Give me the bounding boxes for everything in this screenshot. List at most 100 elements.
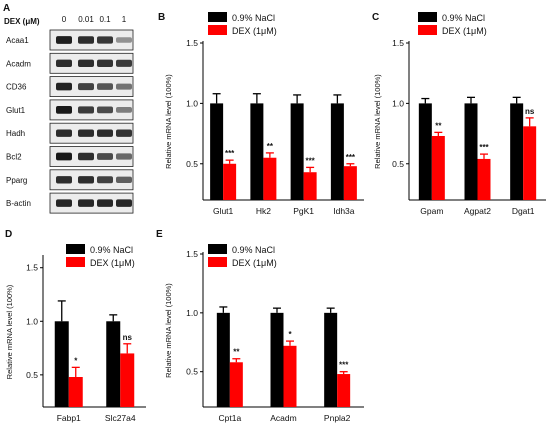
blot-band <box>116 59 132 67</box>
blot-band <box>97 129 113 137</box>
bar <box>263 157 277 200</box>
blot-band <box>97 106 113 114</box>
significance-marker: *** <box>225 149 235 158</box>
y-tick-label: 0.5 <box>186 159 198 169</box>
blot-band <box>97 59 113 67</box>
blot-band <box>78 176 94 184</box>
blot-band <box>56 59 72 67</box>
blot-band <box>116 83 132 90</box>
blot-row-label: Bcl2 <box>6 153 22 162</box>
blot-band <box>78 199 94 207</box>
panel-a-letter: A <box>3 3 10 14</box>
blot-band <box>97 153 113 160</box>
blot-band <box>97 176 113 184</box>
blot-row-label: Hadh <box>6 129 25 138</box>
y-axis-label: Relative mRNA level (100%) <box>373 74 382 169</box>
bar <box>223 163 237 200</box>
legend-label: DEX (1μM) <box>442 26 487 36</box>
bar <box>431 135 445 200</box>
y-tick-label: 1.0 <box>392 98 404 108</box>
blot-band <box>116 153 132 160</box>
significance-marker: *** <box>339 361 349 370</box>
bar <box>418 103 432 200</box>
panel-letter: B <box>158 12 165 23</box>
category-label: PgK1 <box>293 206 314 216</box>
blot-band <box>56 129 72 137</box>
legend-swatch <box>208 12 227 22</box>
category-label: Cpt1a <box>218 413 241 423</box>
significance-marker: *** <box>305 156 315 165</box>
significance-marker: *** <box>479 143 489 152</box>
blot-band <box>56 176 72 184</box>
legend-swatch <box>208 244 227 254</box>
bar <box>477 158 491 200</box>
category-label: Agpat2 <box>464 206 491 216</box>
category-label: Dgat1 <box>512 206 535 216</box>
category-label: Idh3a <box>333 206 355 216</box>
y-axis-label: Relative mRNA level (100%) <box>5 284 14 379</box>
category-label: Hk2 <box>256 206 271 216</box>
panel-b-chart: B 0.5 1.0 1.5 Relative mRNA level (100%) 0.9%… <box>158 12 364 216</box>
bar <box>106 321 121 407</box>
panel-letter: D <box>5 229 12 240</box>
category-label: Pnpla2 <box>324 413 351 423</box>
legend-label: DEX (1μM) <box>90 258 135 268</box>
bar <box>216 312 230 407</box>
bar <box>283 345 297 407</box>
bar <box>337 374 351 407</box>
blot-row-label: Pparg <box>6 176 27 185</box>
bar <box>210 103 224 200</box>
panel-a-western-blot: A DEX (μM) 0 0.01 0.1 1 Acaa1 Acadm CD36 Glut1 H… <box>3 3 134 214</box>
bar <box>54 321 69 407</box>
category-label: Slc27a4 <box>105 413 136 423</box>
legend-swatch <box>66 244 85 254</box>
y-tick-label: 1.5 <box>26 263 38 273</box>
significance-marker: ** <box>233 348 240 357</box>
bar <box>229 362 243 407</box>
blot-band <box>97 36 113 44</box>
bar <box>324 312 338 407</box>
significance-marker: ** <box>435 121 442 130</box>
blot-band <box>97 199 113 207</box>
blot-band <box>78 36 94 44</box>
blot-row-label: Glut1 <box>6 106 26 115</box>
significance-marker: *** <box>346 153 356 162</box>
dex-concentration-label: 0.1 <box>99 15 111 24</box>
category-label: Acadm <box>270 413 296 423</box>
legend-label: 0.9% NaCl <box>90 245 133 255</box>
dex-concentration-label: 0 <box>62 15 67 24</box>
y-tick-label: 1.5 <box>186 38 198 48</box>
y-tick-label: 0.5 <box>26 370 38 380</box>
legend-label: 0.9% NaCl <box>232 245 275 255</box>
bar <box>330 103 344 200</box>
blot-band <box>116 176 132 183</box>
legend-label: DEX (1μM) <box>232 258 277 268</box>
y-tick-label: 1.5 <box>392 38 404 48</box>
legend-swatch <box>208 25 227 35</box>
blot-band <box>116 199 132 207</box>
y-tick-label: 0.5 <box>392 159 404 169</box>
bar <box>523 126 537 200</box>
category-label: Fabp1 <box>57 413 81 423</box>
legend-label: DEX (1μM) <box>232 26 277 36</box>
y-tick-label: 1.0 <box>186 98 198 108</box>
blot-band <box>56 36 72 44</box>
blot-band <box>78 129 94 137</box>
category-label: Gpam <box>420 206 443 216</box>
blot-band <box>56 199 72 207</box>
significance-marker: * <box>288 330 292 339</box>
dex-concentration-label: 1 <box>122 15 127 24</box>
bar <box>120 353 135 407</box>
blot-row-label: CD36 <box>6 83 27 92</box>
bar <box>343 166 357 200</box>
bar <box>68 377 83 407</box>
significance-marker: ns <box>525 107 535 116</box>
y-tick-label: 1.0 <box>186 308 198 318</box>
panel-letter: E <box>156 229 163 240</box>
legend-label: 0.9% NaCl <box>442 13 485 23</box>
dex-unit-label: DEX (μM) <box>4 17 40 26</box>
y-tick-label: 1.5 <box>186 249 198 259</box>
blot-band <box>56 106 72 114</box>
legend-swatch <box>208 257 227 267</box>
